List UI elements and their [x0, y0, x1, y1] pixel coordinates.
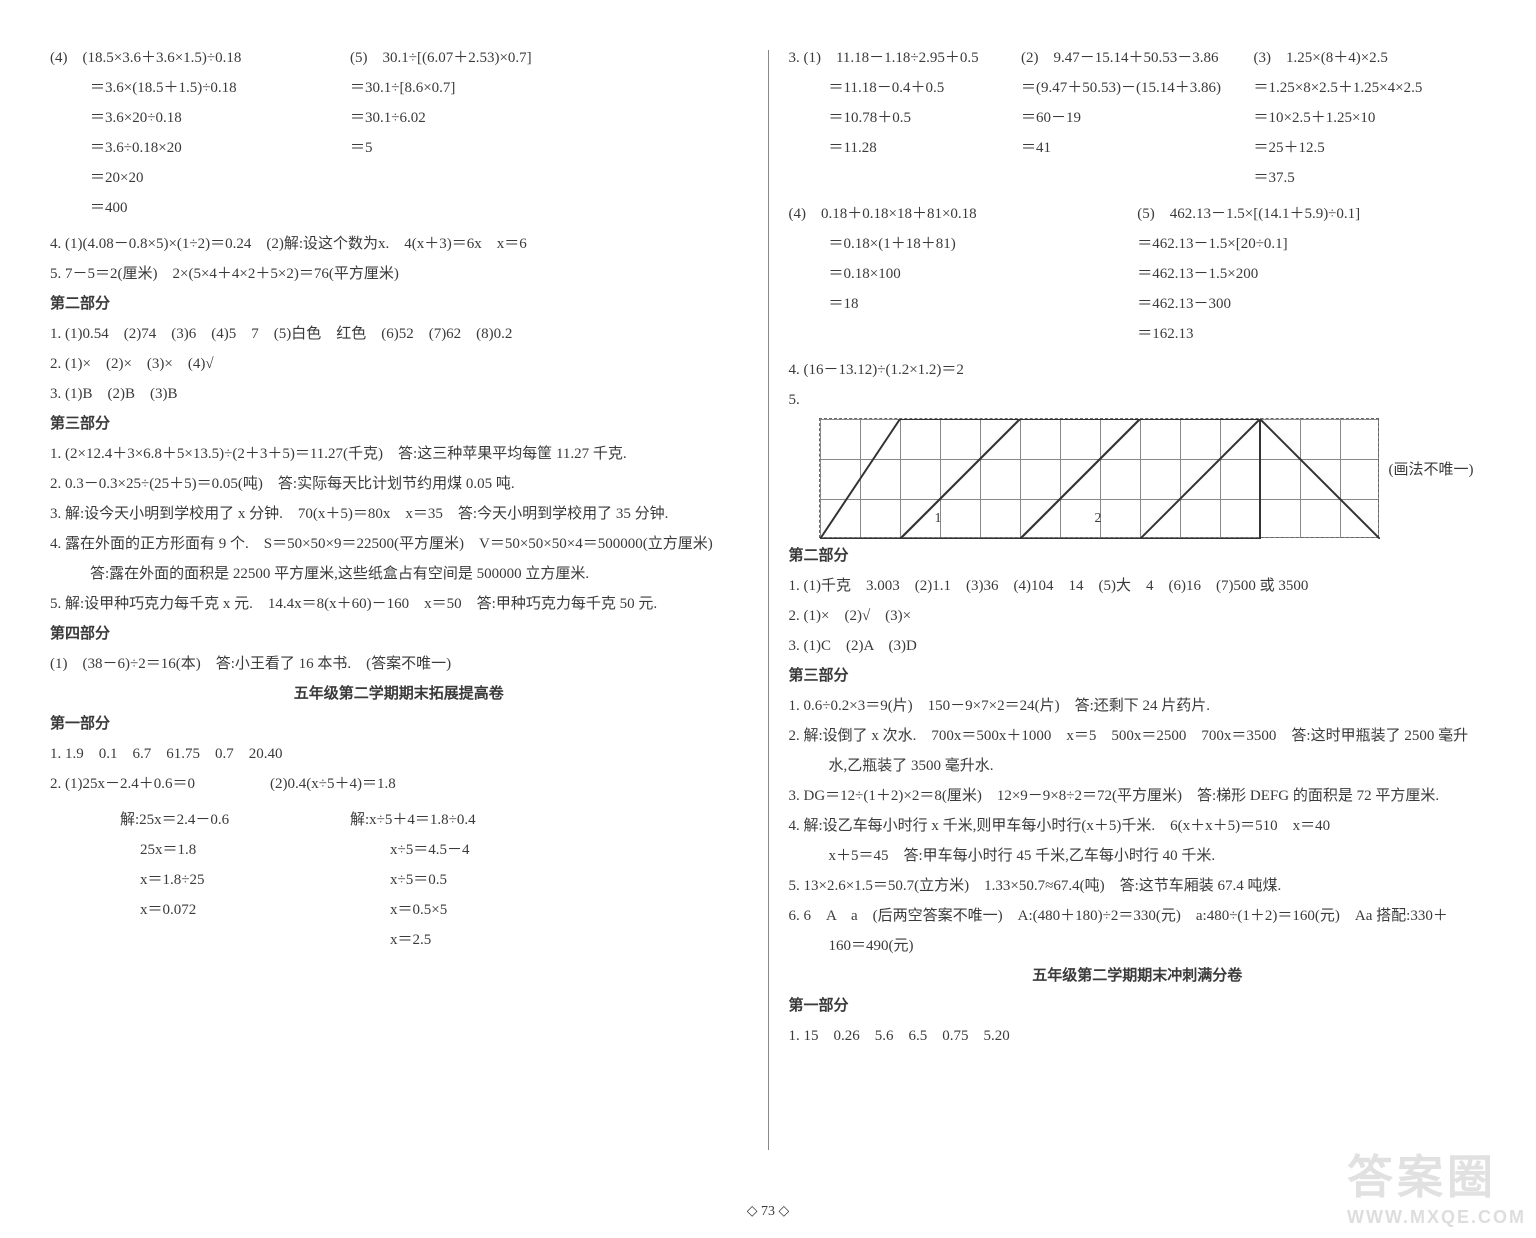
- text: 25x＝1.8: [50, 838, 350, 862]
- text: 1. (1)0.54 (2)74 (3)6 (4)5 7 (5)白色 红色 (6…: [50, 322, 748, 346]
- watermark-main: 答案圈: [1347, 1151, 1497, 1203]
- text: 2. (1)25x－2.4＋0.6＝0 (2)0.4(x÷5＋4)＝1.8: [50, 772, 748, 796]
- paper-title: 五年级第二学期期末冲刺满分卷: [789, 964, 1487, 988]
- text: ＝3.6×20÷0.18: [50, 106, 350, 130]
- q4-head-a: (4) (18.5×3.6＋3.6×1.5)÷0.18: [50, 46, 350, 70]
- section-heading: 第三部分: [50, 412, 748, 436]
- text: ＝10.78＋0.5: [789, 106, 1014, 130]
- text: 4. (16－13.12)÷(1.2×1.2)＝2: [789, 358, 1487, 382]
- text: ＝(9.47＋50.53)－(15.14＋3.86): [1021, 76, 1246, 100]
- paper-title: 五年级第二学期期末拓展提高卷: [50, 682, 748, 706]
- text: 4. 露在外面的正方形面有 9 个. S＝50×50×9＝22500(平方厘米)…: [50, 532, 748, 556]
- text: ＝462.13－1.5×200: [1137, 262, 1486, 286]
- text: ＝30.1÷[8.6×0.7]: [350, 76, 748, 100]
- text: 5.: [789, 388, 1487, 412]
- text: ＝462.13－300: [1137, 292, 1486, 316]
- text: 5. 7－5＝2(厘米) 2×(5×4＋4×2＋5×2)＝76(平方厘米): [50, 262, 748, 286]
- text: ＝37.5: [1254, 166, 1479, 190]
- section-heading: 第二部分: [789, 544, 1487, 568]
- text: ＝3.6÷0.18×20: [50, 136, 350, 160]
- text: 1. (2×12.4＋3×6.8＋5×13.5)÷(2＋3＋5)＝11.27(千…: [50, 442, 748, 466]
- q4-block: (4) (18.5×3.6＋3.6×1.5)÷0.18 ＝3.6×(18.5＋1…: [50, 40, 748, 226]
- text: x＝0.072: [50, 898, 350, 922]
- section-heading: 第二部分: [50, 292, 748, 316]
- text: 1. (1)千克 3.003 (2)1.1 (3)36 (4)104 14 (5…: [789, 574, 1487, 598]
- text: 解:x÷5＋4＝1.8÷0.4: [350, 808, 748, 832]
- q45-block: (4) 0.18＋0.18×18＋81×0.18 ＝0.18×(1＋18＋81)…: [789, 196, 1487, 352]
- text: ＝11.18－0.4＋0.5: [789, 76, 1014, 100]
- text: 6. 6 A a (后两空答案不唯一) A:(480＋180)÷2＝330(元)…: [789, 904, 1487, 928]
- figure-label: 1: [935, 511, 942, 527]
- text: 3. (1)B (2)B (3)B: [50, 382, 748, 406]
- text: 3. (1)C (2)A (3)D: [789, 634, 1487, 658]
- text: 5. 解:设甲种巧克力每千克 x 元. 14.4x＝8(x＋60)－160 x＝…: [50, 592, 748, 616]
- text: ＝1.25×8×2.5＋1.25×4×2.5: [1254, 76, 1479, 100]
- text: ＝162.13: [1137, 322, 1486, 346]
- text: 2. (1)× (2)√ (3)×: [789, 604, 1487, 628]
- grid-figure: 1 2: [819, 418, 1379, 538]
- text: ＝10×2.5＋1.25×10: [1254, 106, 1479, 130]
- page-number: 73: [761, 1204, 775, 1219]
- text: x＝2.5: [350, 928, 748, 952]
- text: x＝0.5×5: [350, 898, 748, 922]
- text: 2. 0.3－0.3×25÷(25＋5)＝0.05(吨) 答:实际每天比计划节约…: [50, 472, 748, 496]
- text: 1. 1.9 0.1 6.7 61.75 0.7 20.40: [50, 742, 748, 766]
- text: (4) 0.18＋0.18×18＋81×0.18: [789, 202, 1138, 226]
- text: x＝1.8÷25: [50, 868, 350, 892]
- q3-block: 3. (1) 11.18－1.18÷2.95＋0.5 ＝11.18－0.4＋0.…: [789, 40, 1487, 196]
- text: 5. 13×2.6×1.5＝50.7(立方米) 1.33×50.7≈67.4(吨…: [789, 874, 1487, 898]
- text: 4. 解:设乙车每小时行 x 千米,则甲车每小时行(x＋5)千米. 6(x＋x＋…: [789, 814, 1487, 838]
- section-heading: 第四部分: [50, 622, 748, 646]
- text: (3) 1.25×(8＋4)×2.5: [1254, 46, 1479, 70]
- q4-head-b: (5) 30.1÷[(6.07＋2.53)×0.7]: [350, 46, 748, 70]
- text: 答:露在外面的面积是 22500 平方厘米,这些纸盒占有空间是 500000 立…: [50, 562, 748, 586]
- left-column: (4) (18.5×3.6＋3.6×1.5)÷0.18 ＝3.6×(18.5＋1…: [30, 40, 768, 1150]
- text: ＝5: [350, 136, 748, 160]
- text: 2. 解:设倒了 x 次水. 700x＝500x＋1000 x＝5 500x＝2…: [789, 724, 1487, 748]
- text: ＝20×20: [50, 166, 350, 190]
- text: 水,乙瓶装了 3500 毫升水.: [789, 754, 1487, 778]
- watermark: 答案圈 WWW.MXQE.COM: [1347, 1141, 1526, 1228]
- text: 3. (1) 11.18－1.18÷2.95＋0.5: [789, 46, 1014, 70]
- text: ＝0.18×100: [789, 262, 1138, 286]
- text: ＝0.18×(1＋18＋81): [789, 232, 1138, 256]
- text: ＝400: [50, 196, 350, 220]
- text: 1. 0.6÷0.2×3＝9(片) 150－9×7×2＝24(片) 答:还剩下 …: [789, 694, 1487, 718]
- figure-wrap: 1 2 (画法不唯一): [789, 418, 1487, 538]
- text: 3. DG＝12÷(1＋2)×2＝8(厘米) 12×9－9×8÷2＝72(平方厘…: [789, 784, 1487, 808]
- section-heading: 第一部分: [50, 712, 748, 736]
- text: ＝25＋12.5: [1254, 136, 1479, 160]
- text: (5) 462.13－1.5×[(14.1＋5.9)÷0.1]: [1137, 202, 1486, 226]
- text: 4. (1)(4.08－0.8×5)×(1÷2)＝0.24 (2)解:设这个数为…: [50, 232, 748, 256]
- text: 1. 15 0.26 5.6 6.5 0.75 5.20: [789, 1024, 1487, 1048]
- right-column: 3. (1) 11.18－1.18÷2.95＋0.5 ＝11.18－0.4＋0.…: [769, 40, 1507, 1150]
- text: (2) 9.47－15.14＋50.53－3.86: [1021, 46, 1246, 70]
- text: 2. (1)× (2)× (3)× (4)√: [50, 352, 748, 376]
- text: ＝3.6×(18.5＋1.5)÷0.18: [50, 76, 350, 100]
- text: x＋5＝45 答:甲车每小时行 45 千米,乙车每小时行 40 千米.: [789, 844, 1487, 868]
- page-spread: (4) (18.5×3.6＋3.6×1.5)÷0.18 ＝3.6×(18.5＋1…: [0, 0, 1536, 1150]
- section-heading: 第一部分: [789, 994, 1487, 1018]
- page-footer: ◇ 73 ◇: [0, 1203, 1536, 1220]
- text: ＝462.13－1.5×[20÷0.1]: [1137, 232, 1486, 256]
- text: ＝11.28: [789, 136, 1014, 160]
- figure-note: (画法不唯一): [1389, 458, 1474, 479]
- text: 3. 解:设今天小明到学校用了 x 分钟. 70(x＋5)＝80x x＝35 答…: [50, 502, 748, 526]
- text: ＝18: [789, 292, 1138, 316]
- text: ＝60－19: [1021, 106, 1246, 130]
- text: ＝30.1÷6.02: [350, 106, 748, 130]
- figure-label: 2: [1095, 511, 1102, 527]
- text: 160＝490(元): [789, 934, 1487, 958]
- text: x÷5＝4.5－4: [350, 838, 748, 862]
- text: x÷5＝0.5: [350, 868, 748, 892]
- equation-columns: 解:25x＝2.4－0.6 25x＝1.8 x＝1.8÷25 x＝0.072 解…: [50, 802, 748, 958]
- section-heading: 第三部分: [789, 664, 1487, 688]
- text: (1) (38－6)÷2＝16(本) 答:小王看了 16 本书. (答案不唯一): [50, 652, 748, 676]
- watermark-sub: WWW.MXQE.COM: [1347, 1207, 1526, 1228]
- text: 解:25x＝2.4－0.6: [50, 808, 350, 832]
- text: ＝41: [1021, 136, 1246, 160]
